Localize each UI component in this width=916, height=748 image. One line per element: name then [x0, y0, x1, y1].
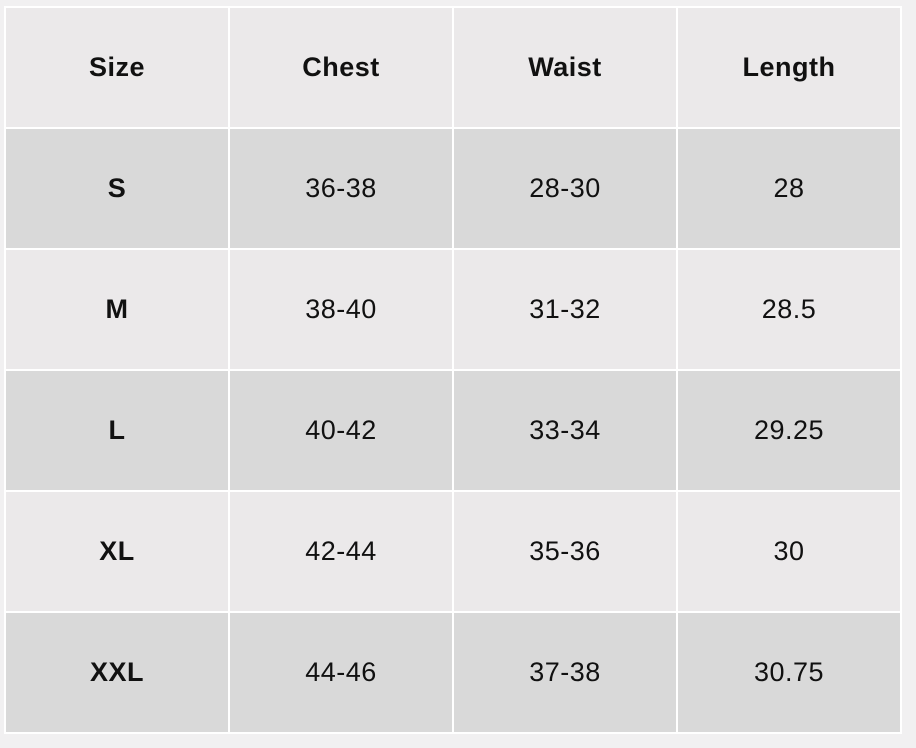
table-row: XXL 44-46 37-38 30.75 [4, 611, 902, 734]
chest-cell: 36-38 [228, 127, 454, 250]
size-chart-table: Size Chest Waist Length S 36-38 28-30 28… [4, 6, 902, 734]
length-cell: 30.75 [676, 611, 902, 734]
chest-cell: 44-46 [228, 611, 454, 734]
length-cell: 28.5 [676, 248, 902, 371]
chest-cell: 40-42 [228, 369, 454, 492]
size-cell: XXL [4, 611, 230, 734]
waist-cell: 35-36 [452, 490, 678, 613]
chest-cell: 42-44 [228, 490, 454, 613]
size-cell: XL [4, 490, 230, 613]
table-row: S 36-38 28-30 28 [4, 127, 902, 250]
size-cell: L [4, 369, 230, 492]
table-row: XL 42-44 35-36 30 [4, 490, 902, 613]
length-cell: 28 [676, 127, 902, 250]
header-size: Size [4, 6, 230, 129]
size-cell: S [4, 127, 230, 250]
size-cell: M [4, 248, 230, 371]
table-row: L 40-42 33-34 29.25 [4, 369, 902, 492]
header-waist: Waist [452, 6, 678, 129]
waist-cell: 28-30 [452, 127, 678, 250]
length-cell: 29.25 [676, 369, 902, 492]
header-length: Length [676, 6, 902, 129]
length-cell: 30 [676, 490, 902, 613]
waist-cell: 33-34 [452, 369, 678, 492]
header-chest: Chest [228, 6, 454, 129]
waist-cell: 37-38 [452, 611, 678, 734]
chest-cell: 38-40 [228, 248, 454, 371]
waist-cell: 31-32 [452, 248, 678, 371]
table-row: M 38-40 31-32 28.5 [4, 248, 902, 371]
header-row: Size Chest Waist Length [4, 6, 902, 129]
